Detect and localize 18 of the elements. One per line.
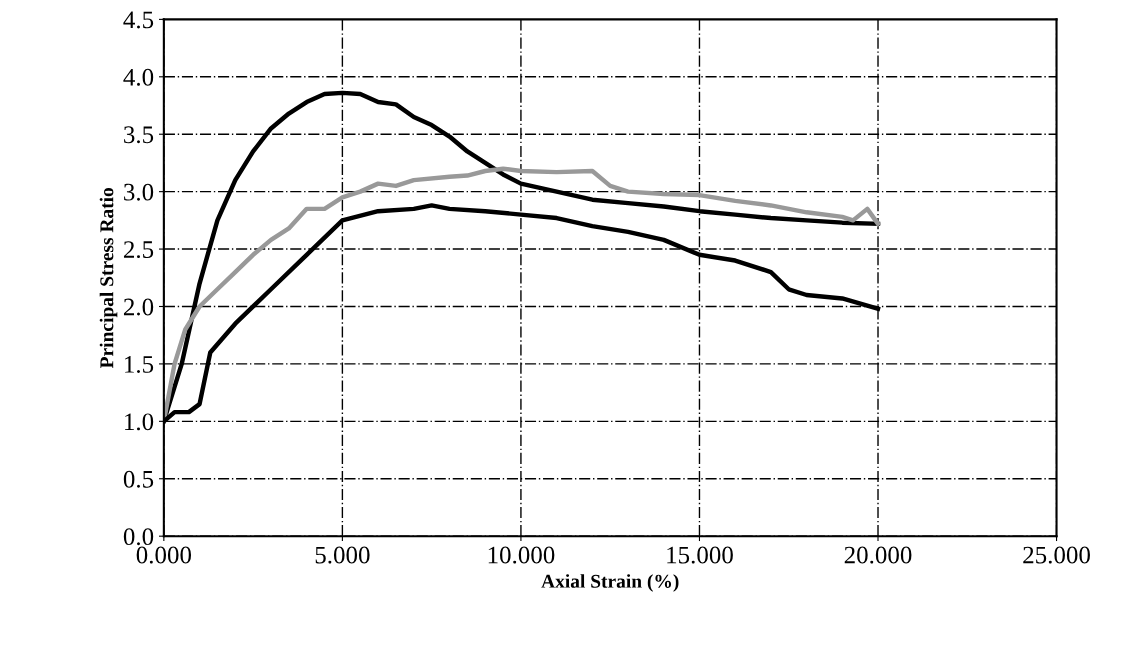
x-tick-label: 0.000 — [136, 546, 192, 564]
y-tick-label: 3.5 — [124, 126, 154, 144]
y-tick-label: 4.0 — [123, 68, 154, 86]
x-tick-label: 20.000 — [844, 546, 912, 564]
y-tick-label: 1.5 — [125, 356, 154, 373]
x-axis-title: Axial Strain (%) — [541, 574, 679, 592]
x-tick-label: 5.000 — [315, 546, 370, 564]
x-tick-label: 15.000 — [667, 546, 733, 564]
y-tick-label: 3.0 — [124, 183, 154, 201]
y-tick-label: 1.0 — [125, 413, 154, 431]
y-tick-label: 4.5 — [123, 11, 154, 29]
y-tick-label: 2.5 — [123, 241, 154, 259]
y-tick-label: 0.0 — [123, 528, 154, 546]
y-tick-label: 2.0 — [123, 298, 154, 316]
x-tick-label: 25.000 — [1023, 546, 1090, 564]
x-tick-label: 10.000 — [488, 546, 555, 564]
y-axis-title: Principal Stress Ratio — [99, 187, 118, 369]
y-tick-label: 0.5 — [123, 470, 154, 488]
